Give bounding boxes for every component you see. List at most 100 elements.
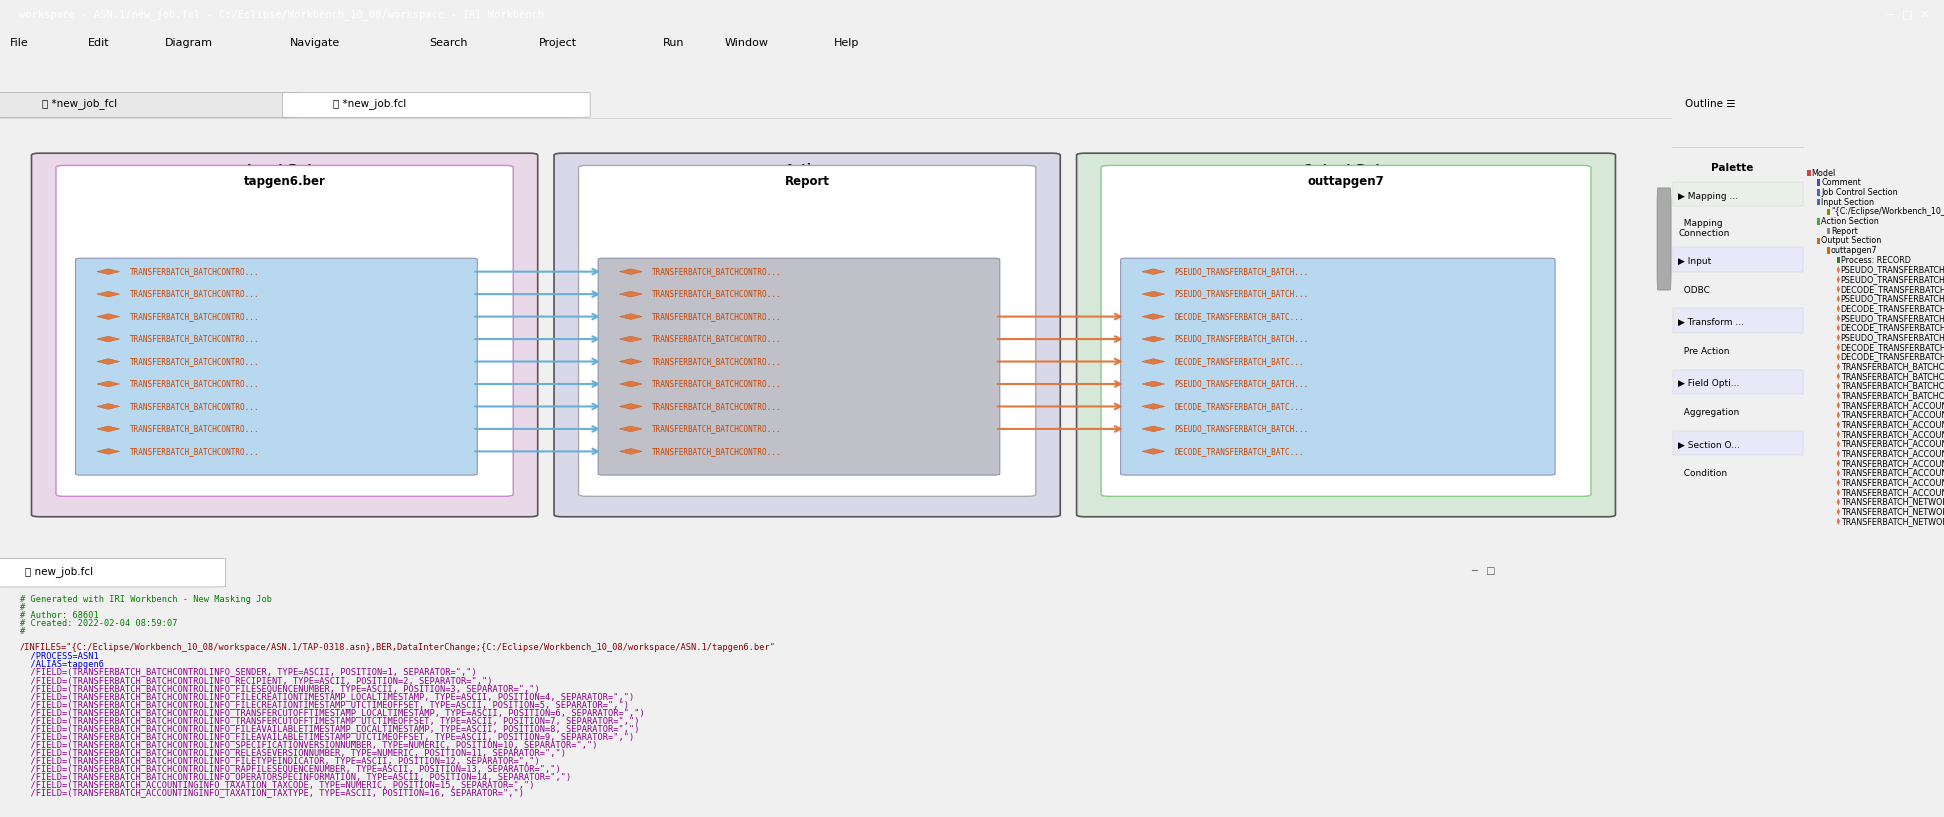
FancyBboxPatch shape — [599, 258, 999, 475]
Text: Window: Window — [725, 38, 770, 48]
Text: TRANSFERBATCH_ACCOUNTINGINFO_: TRANSFERBATCH_ACCOUNTINGINFO_ — [1841, 420, 1944, 429]
FancyBboxPatch shape — [1808, 170, 1810, 176]
Polygon shape — [97, 381, 121, 387]
Text: TRANSFERBATCH_ACCOUNTINGINFO_: TRANSFERBATCH_ACCOUNTINGINFO_ — [1841, 410, 1944, 419]
Text: TRANSFERBATCH_NETWORKINFO_UTC: TRANSFERBATCH_NETWORKINFO_UTC — [1841, 498, 1944, 507]
Text: TRANSFERBATCH_BATCHCONTRO...: TRANSFERBATCH_BATCHCONTRO... — [651, 334, 781, 344]
Text: DECODE_TRANSFERBATCH_BATCHCON: DECODE_TRANSFERBATCH_BATCHCON — [1841, 342, 1944, 352]
Text: TRANSFERBATCH_BATCHCONTRO...: TRANSFERBATCH_BATCHCONTRO... — [130, 379, 259, 389]
FancyBboxPatch shape — [1818, 218, 1820, 225]
Polygon shape — [620, 269, 642, 275]
Text: TRANSFERBATCH_ACCOUNTINGINFO_: TRANSFERBATCH_ACCOUNTINGINFO_ — [1841, 459, 1944, 468]
FancyBboxPatch shape — [0, 92, 299, 118]
Text: ▶ Mapping ...: ▶ Mapping ... — [1678, 191, 1738, 201]
Polygon shape — [620, 314, 642, 319]
FancyBboxPatch shape — [1674, 181, 1802, 207]
Text: /FIELD=(TRANSFERBATCH_BATCHCONTROLINFO_OPERATORSPECINFORMATION, TYPE=ASCII, POSI: /FIELD=(TRANSFERBATCH_BATCHCONTROLINFO_O… — [19, 772, 572, 781]
Polygon shape — [1141, 337, 1164, 342]
Text: #: # — [19, 627, 25, 636]
Polygon shape — [1141, 426, 1164, 431]
Text: PSEUDO_TRANSFERBATCH_BATCH...: PSEUDO_TRANSFERBATCH_BATCH... — [1174, 267, 1308, 276]
Text: TRANSFERBATCH_NETWORKINFO_REC: TRANSFERBATCH_NETWORKINFO_REC — [1841, 517, 1944, 526]
Polygon shape — [1837, 431, 1839, 438]
Text: Process: RECORD: Process: RECORD — [1841, 256, 1911, 265]
Text: 📄 new_job.fcl: 📄 new_job.fcl — [25, 566, 93, 577]
Text: TRANSFERBATCH_BATCHCONTRO...: TRANSFERBATCH_BATCHCONTRO... — [651, 379, 781, 389]
Text: Job Control Section: Job Control Section — [1822, 188, 1897, 197]
Text: Input Data: Input Data — [247, 163, 323, 176]
Text: /FIELD=(TRANSFERBATCH_BATCHCONTROLINFO_TRANSFERCUTOFFTIMESTAMP_LOCALTIMESTAMP, T: /FIELD=(TRANSFERBATCH_BATCHCONTROLINFO_T… — [19, 708, 645, 717]
Text: /FIELD=(TRANSFERBATCH_BATCHCONTROLINFO_SENDER, TYPE=ASCII, POSITION=1, SEPARATOR: /FIELD=(TRANSFERBATCH_BATCHCONTROLINFO_S… — [19, 667, 476, 676]
Text: TRANSFERBATCH_BATCHCONTRO...: TRANSFERBATCH_BATCHCONTRO... — [130, 334, 259, 344]
Polygon shape — [1837, 334, 1839, 341]
Text: ▶ Input: ▶ Input — [1678, 257, 1713, 266]
Text: ─   □: ─ □ — [1472, 566, 1495, 576]
FancyBboxPatch shape — [1827, 208, 1829, 215]
Text: DECODE_TRANSFERBATCH_BATCHCON: DECODE_TRANSFERBATCH_BATCHCON — [1841, 324, 1944, 333]
Text: tapgen6.ber: tapgen6.ber — [243, 176, 325, 188]
Text: TRANSFERBATCH_ACCOUNTINGINFO_: TRANSFERBATCH_ACCOUNTINGINFO_ — [1841, 488, 1944, 497]
Polygon shape — [1837, 315, 1839, 321]
Polygon shape — [97, 337, 121, 342]
Text: TRANSFERBATCH_BATCHCONTROLINF: TRANSFERBATCH_BATCHCONTROLINF — [1841, 372, 1944, 381]
Text: PSEUDO_TRANSFERBATCH_BATCH...: PSEUDO_TRANSFERBATCH_BATCH... — [1174, 424, 1308, 434]
Text: /FIELD=(TRANSFERBATCH_BATCHCONTROLINFO_TRANSFERCUTOFFTIMESTAMP_UTCTIMEOFFSET, TY: /FIELD=(TRANSFERBATCH_BATCHCONTROLINFO_T… — [19, 716, 640, 725]
Text: Aggregation: Aggregation — [1678, 408, 1740, 417]
Text: Edit: Edit — [87, 38, 109, 48]
Polygon shape — [1837, 306, 1839, 312]
Polygon shape — [1837, 480, 1839, 486]
Text: Navigate: Navigate — [290, 38, 340, 48]
Text: TRANSFERBATCH_BATCHCONTRO...: TRANSFERBATCH_BATCHCONTRO... — [130, 424, 259, 434]
Text: /FIELD=(TRANSFERBATCH_BATCHCONTROLINFO_FILECREATIONTIMESTAMP_UTCTIMEOFFSET, TYPE: /FIELD=(TRANSFERBATCH_BATCHCONTROLINFO_F… — [19, 700, 630, 709]
Polygon shape — [1837, 373, 1839, 380]
Polygon shape — [1837, 518, 1839, 525]
Text: /FIELD=(TRANSFERBATCH_BATCHCONTROLINFO_RAPFILESEQUENCENUMBER, TYPE=ASCII, POSITI: /FIELD=(TRANSFERBATCH_BATCHCONTROLINFO_R… — [19, 764, 560, 773]
Polygon shape — [1837, 392, 1839, 399]
Text: /FIELD=(TRANSFERBATCH_BATCHCONTROLINFO_FILETYPEINDICATOR, TYPE=ASCII, POSITION=1: /FIELD=(TRANSFERBATCH_BATCHCONTROLINFO_F… — [19, 757, 540, 766]
Text: PSEUDO_TRANSFERBATCH_BATCH...: PSEUDO_TRANSFERBATCH_BATCH... — [1174, 379, 1308, 389]
Text: PSEUDO_TRANSFERBATCH_BATCH...: PSEUDO_TRANSFERBATCH_BATCH... — [1174, 334, 1308, 344]
Polygon shape — [1837, 354, 1839, 360]
Text: □: □ — [1901, 9, 1913, 20]
Polygon shape — [1141, 269, 1164, 275]
FancyBboxPatch shape — [579, 165, 1036, 497]
Text: TRANSFERBATCH_BATCHCONTRO...: TRANSFERBATCH_BATCHCONTRO... — [651, 312, 781, 321]
Text: TRANSFERBATCH_NETWORKINFO_UTC: TRANSFERBATCH_NETWORKINFO_UTC — [1841, 507, 1944, 516]
Polygon shape — [620, 404, 642, 409]
Text: ODBC: ODBC — [1678, 285, 1711, 295]
Text: Diagram: Diagram — [165, 38, 214, 48]
Text: /ALIAS=tapgen6: /ALIAS=tapgen6 — [19, 659, 105, 668]
Text: TRANSFERBATCH_BATCHCONTRO...: TRANSFERBATCH_BATCHCONTRO... — [130, 267, 259, 276]
Text: 🖹 *new_job.fcl: 🖹 *new_job.fcl — [332, 98, 406, 109]
Text: TRANSFERBATCH_BATCHCONTROLINF: TRANSFERBATCH_BATCHCONTROLINF — [1841, 362, 1944, 371]
Text: TRANSFERBATCH_BATCHCONTRO...: TRANSFERBATCH_BATCHCONTRO... — [651, 402, 781, 411]
Polygon shape — [1837, 324, 1839, 331]
Polygon shape — [1837, 470, 1839, 476]
Text: Help: Help — [834, 38, 859, 48]
FancyBboxPatch shape — [1674, 431, 1802, 456]
Text: "{C:/Eclipse/Workbench_10_08/workspace: "{C:/Eclipse/Workbench_10_08/workspace — [1831, 208, 1944, 217]
Text: DECODE_TRANSFERBATCH_BATC...: DECODE_TRANSFERBATCH_BATC... — [1174, 357, 1304, 366]
Text: Outline ☰: Outline ☰ — [1685, 99, 1736, 109]
Polygon shape — [1837, 440, 1839, 447]
FancyBboxPatch shape — [1827, 248, 1829, 254]
FancyBboxPatch shape — [1674, 309, 1802, 333]
Polygon shape — [1837, 266, 1839, 273]
Text: outtapgen7: outtapgen7 — [1308, 176, 1384, 188]
Text: /PROCESS=ASN1: /PROCESS=ASN1 — [19, 651, 99, 660]
Polygon shape — [1837, 276, 1839, 283]
FancyBboxPatch shape — [1674, 369, 1802, 395]
FancyBboxPatch shape — [1077, 154, 1615, 517]
Polygon shape — [1837, 364, 1839, 370]
Text: # Author: 68601: # Author: 68601 — [19, 611, 99, 620]
Polygon shape — [620, 426, 642, 431]
Polygon shape — [1141, 449, 1164, 454]
Text: Comment: Comment — [1822, 178, 1860, 187]
Polygon shape — [97, 314, 121, 319]
Text: DECODE_TRANSFERBATCH_BATC...: DECODE_TRANSFERBATCH_BATC... — [1174, 312, 1304, 321]
Text: TRANSFERBATCH_ACCOUNTINGINFO_: TRANSFERBATCH_ACCOUNTINGINFO_ — [1841, 430, 1944, 439]
FancyBboxPatch shape — [0, 559, 226, 587]
Polygon shape — [1837, 422, 1839, 428]
Text: Input Section: Input Section — [1822, 198, 1874, 207]
Text: PSEUDO_TRANSFERBATCH_BATCH...: PSEUDO_TRANSFERBATCH_BATCH... — [1174, 289, 1308, 299]
